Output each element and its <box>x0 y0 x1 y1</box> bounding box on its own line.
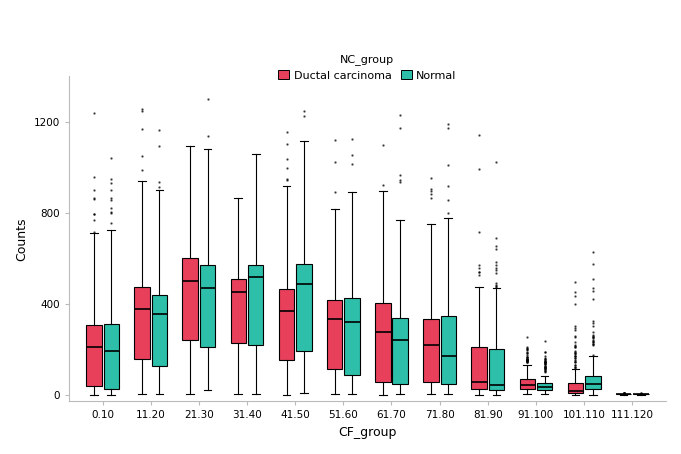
PathPatch shape <box>375 304 390 382</box>
PathPatch shape <box>86 321 101 388</box>
PathPatch shape <box>585 376 601 389</box>
PathPatch shape <box>345 302 360 373</box>
PathPatch shape <box>327 298 343 370</box>
PathPatch shape <box>200 266 215 347</box>
PathPatch shape <box>392 315 408 385</box>
PathPatch shape <box>134 285 150 361</box>
PathPatch shape <box>231 275 246 345</box>
Y-axis label: Counts: Counts <box>15 217 28 261</box>
PathPatch shape <box>424 313 439 383</box>
PathPatch shape <box>537 379 552 390</box>
PathPatch shape <box>296 261 311 347</box>
PathPatch shape <box>441 318 456 385</box>
PathPatch shape <box>279 294 294 358</box>
PathPatch shape <box>152 291 167 365</box>
PathPatch shape <box>471 351 487 389</box>
Legend: Ductal carcinoma, Normal: Ductal carcinoma, Normal <box>274 49 461 85</box>
X-axis label: CF_group: CF_group <box>338 426 396 439</box>
PathPatch shape <box>104 326 119 390</box>
PathPatch shape <box>248 260 264 344</box>
PathPatch shape <box>520 379 535 389</box>
PathPatch shape <box>489 355 504 390</box>
PathPatch shape <box>183 261 198 342</box>
PathPatch shape <box>568 381 583 393</box>
